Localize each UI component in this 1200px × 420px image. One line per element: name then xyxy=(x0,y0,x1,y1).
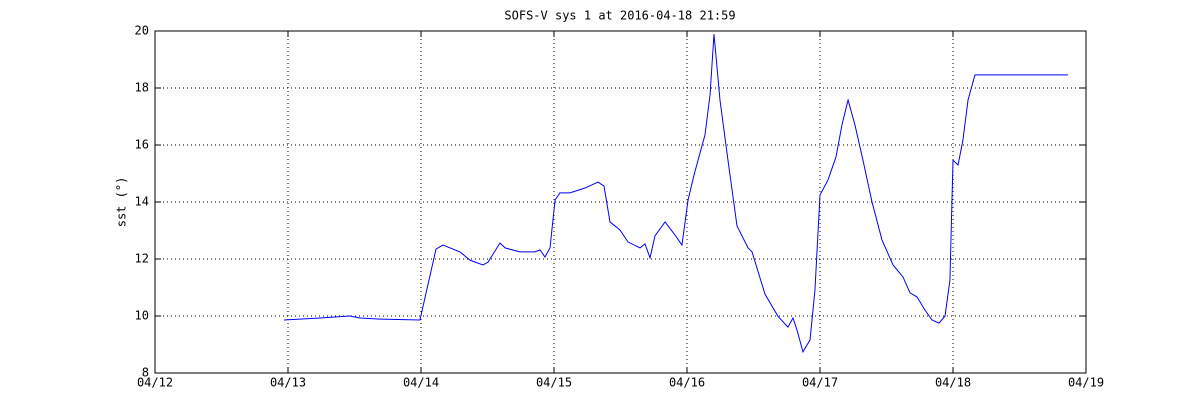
y-tick-label: 16 xyxy=(135,138,149,152)
y-tick-label: 18 xyxy=(135,81,149,95)
x-tick-label: 04/14 xyxy=(403,376,439,390)
x-tick-label: 04/19 xyxy=(1068,376,1104,390)
x-tick-label: 04/12 xyxy=(137,376,173,390)
x-tick-label: 04/13 xyxy=(270,376,306,390)
y-tick-label: 12 xyxy=(135,252,149,266)
y-tick-label: 8 xyxy=(142,366,149,380)
y-axis-label: sst (°) xyxy=(115,177,129,228)
x-tick-label: 04/16 xyxy=(669,376,705,390)
chart-title: SOFS-V sys 1 at 2016-04-18 21:59 xyxy=(504,9,735,23)
y-tick-label: 20 xyxy=(135,24,149,38)
y-tick-label: 10 xyxy=(135,309,149,323)
x-tick-label: 04/18 xyxy=(935,376,971,390)
x-tick-label: 04/17 xyxy=(802,376,838,390)
y-tick-label: 14 xyxy=(135,195,149,209)
x-tick-label: 04/15 xyxy=(536,376,572,390)
plot-frame xyxy=(154,30,1087,374)
line xyxy=(283,34,1069,354)
